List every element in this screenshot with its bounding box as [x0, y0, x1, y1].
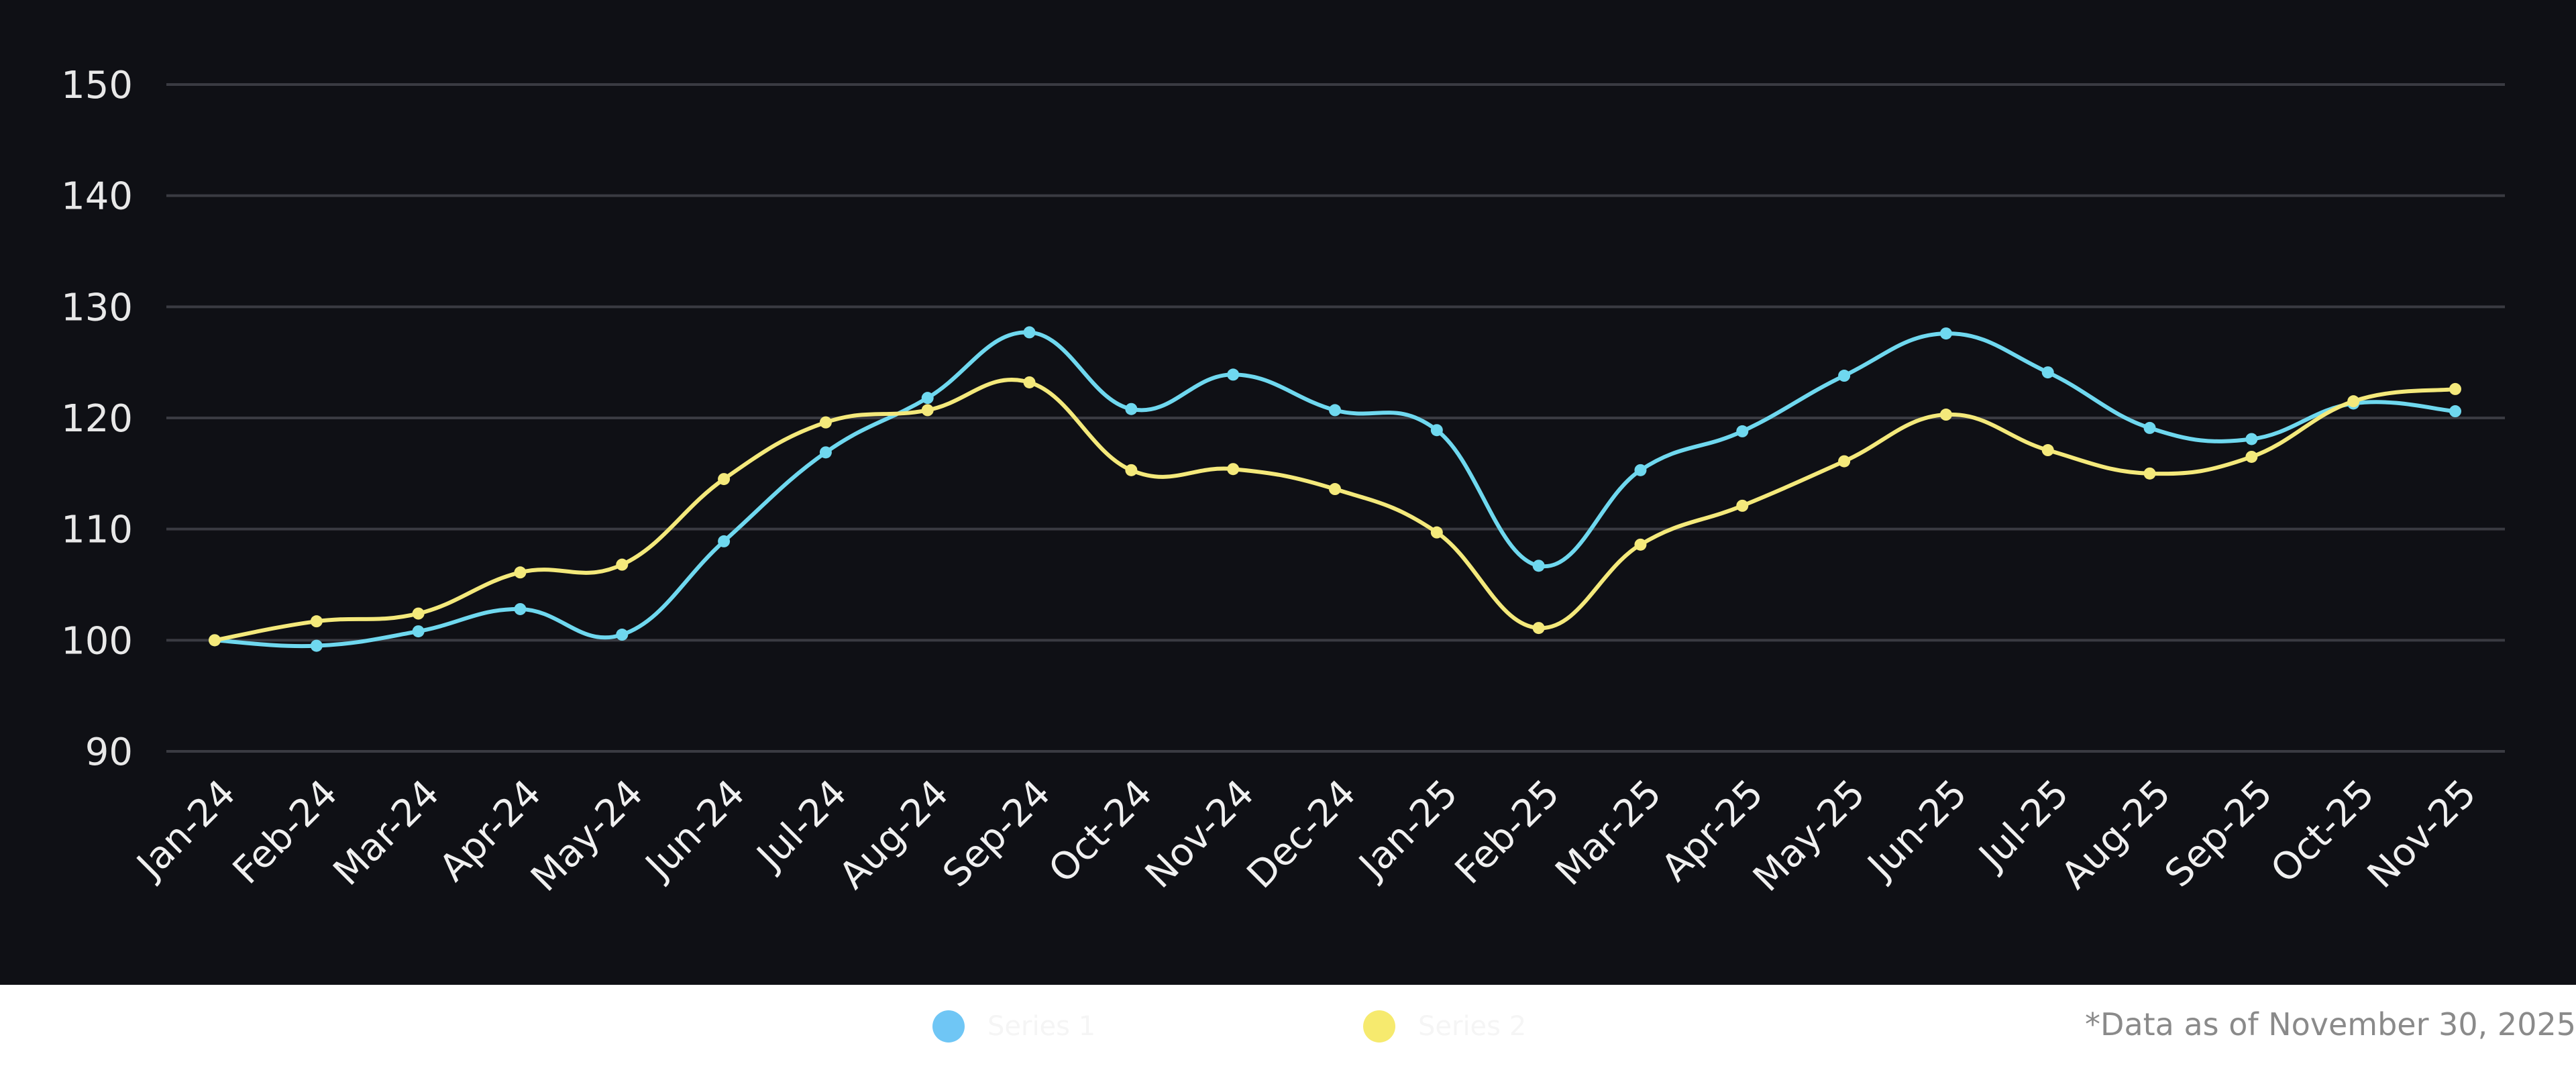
data-point[interactable] [1329, 483, 1341, 496]
data-point[interactable] [1634, 538, 1647, 551]
data-point[interactable] [2449, 405, 2461, 418]
y-tick-label: 130 [61, 286, 133, 329]
data-point[interactable] [1838, 455, 1851, 468]
data-point[interactable] [616, 629, 629, 641]
data-point[interactable] [2143, 467, 2156, 480]
data-point[interactable] [616, 558, 629, 571]
legend-dot-icon [1363, 1010, 1395, 1043]
data-point[interactable] [1532, 559, 1545, 572]
data-point[interactable] [2347, 395, 2360, 408]
x-tick-label: Jun-25 [1858, 771, 1976, 889]
x-tick-label: Sep-24 [934, 771, 1059, 896]
data-point[interactable] [1125, 403, 1138, 415]
data-point[interactable] [718, 535, 731, 547]
x-tick-label: Nov-24 [1137, 771, 1263, 897]
data-point[interactable] [2041, 444, 2054, 457]
data-point[interactable] [412, 625, 425, 638]
y-tick-label: 140 [61, 175, 133, 219]
data-point[interactable] [514, 602, 527, 615]
data-point[interactable] [1939, 327, 1952, 340]
gridlines [166, 83, 2505, 753]
data-point[interactable] [819, 416, 832, 429]
data-point[interactable] [1023, 376, 1036, 388]
data-point[interactable] [1430, 424, 1443, 437]
y-tick-label: 90 [85, 731, 133, 774]
data-point[interactable] [1634, 464, 1647, 476]
series-1 [209, 326, 2461, 652]
x-tick-label: Nov-25 [2359, 771, 2485, 897]
x-tick-label: Feb-24 [225, 771, 346, 893]
data-point[interactable] [819, 446, 832, 459]
data-point[interactable] [514, 566, 527, 579]
data-point[interactable] [1227, 368, 1240, 381]
x-tick-label: Aug-25 [2053, 771, 2179, 898]
x-tick-label: Feb-25 [1447, 771, 1568, 893]
y-axis-ticks: 90 100 110 120 130 140 150 [61, 64, 133, 774]
legend-item-series-2[interactable]: Series 2 [1363, 1009, 1526, 1044]
data-point[interactable] [1736, 499, 1749, 512]
x-tick-label: Mar-25 [1548, 771, 1670, 894]
x-tick-label: Mar-24 [325, 771, 448, 894]
x-tick-label: Oct-25 [2263, 771, 2383, 892]
data-point[interactable] [1023, 326, 1036, 339]
data-point[interactable] [1227, 463, 1240, 476]
x-tick-label: May-24 [523, 771, 651, 900]
x-tick-label: Jun-24 [636, 771, 753, 889]
data-point[interactable] [921, 404, 934, 417]
data-point[interactable] [412, 607, 425, 620]
y-tick-label: 150 [61, 64, 133, 107]
series-lines [209, 326, 2461, 652]
y-tick-label: 100 [61, 619, 133, 663]
legend-dot-icon [932, 1010, 965, 1043]
data-point[interactable] [1125, 464, 1138, 476]
x-tick-label: Sep-25 [2157, 771, 2281, 896]
data-point[interactable] [1532, 622, 1545, 635]
data-point[interactable] [310, 639, 323, 652]
data-point[interactable] [2245, 433, 2258, 445]
legend-item-series-1[interactable]: Series 1 [932, 1009, 1095, 1044]
data-point[interactable] [1736, 425, 1749, 437]
x-axis-ticks: Jan-24Feb-24Mar-24Apr-24May-24Jun-24Jul-… [127, 771, 2485, 900]
data-point[interactable] [2041, 366, 2054, 379]
data-point[interactable] [2143, 421, 2156, 434]
data-footnote: *Data as of November 30, 2025 [2085, 1006, 2576, 1043]
chart-panel: 90 100 110 120 130 140 150 Jan-24 Feb-24 Mar-24 A… [0, 0, 2576, 985]
data-point[interactable] [310, 615, 323, 628]
series-2 [209, 376, 2461, 647]
x-tick-label: Oct-24 [1040, 771, 1161, 892]
data-point[interactable] [1939, 409, 1952, 421]
legend-label: Series 1 [987, 1011, 1096, 1042]
data-point[interactable] [921, 392, 934, 405]
y-tick-label: 120 [61, 397, 133, 441]
x-tick-label: Aug-24 [831, 771, 957, 898]
x-tick-label: Jan-25 [1350, 771, 1466, 888]
data-point[interactable] [1838, 370, 1851, 382]
legend-bar: Series 1 Series 2 *Data as of November 3… [0, 985, 2576, 1068]
data-point[interactable] [1329, 404, 1341, 417]
data-point[interactable] [2449, 382, 2461, 395]
data-point[interactable] [2245, 450, 2258, 463]
x-tick-label: Dec-24 [1239, 771, 1364, 897]
data-point[interactable] [1430, 526, 1443, 539]
y-tick-label: 110 [61, 509, 133, 552]
data-point[interactable] [209, 634, 221, 647]
data-point[interactable] [718, 473, 731, 486]
legend-label: Series 2 [1418, 1011, 1527, 1042]
x-tick-label: May-25 [1745, 771, 1874, 900]
x-tick-label: Jan-24 [127, 771, 244, 888]
